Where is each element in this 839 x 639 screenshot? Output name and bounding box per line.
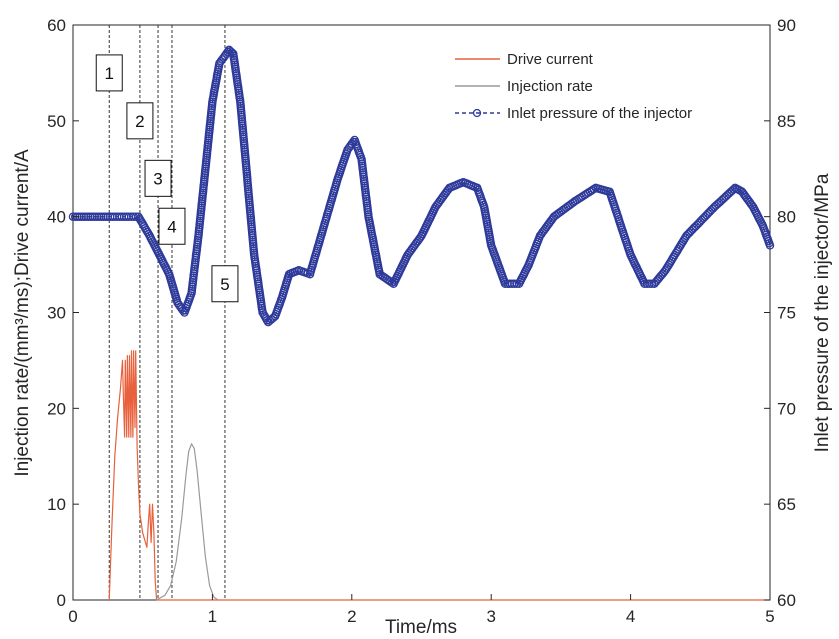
event-box bbox=[126, 102, 154, 140]
plot-background bbox=[72, 24, 771, 601]
x-tick-label: 4 bbox=[626, 607, 635, 626]
y-right-tick-label: 90 bbox=[777, 16, 796, 35]
event-box bbox=[95, 54, 123, 92]
x-axis-title: Time/ms bbox=[385, 617, 457, 638]
axes-frame bbox=[72, 24, 771, 601]
y-left-tick-label: 50 bbox=[47, 112, 66, 131]
event-box-label: 2 bbox=[135, 112, 144, 131]
legend-label-injection-rate: Injection rate bbox=[507, 78, 593, 95]
event-box bbox=[158, 207, 186, 245]
injection-rate-line bbox=[156, 443, 219, 601]
legend-label-inlet-pressure: Inlet pressure of the injector bbox=[507, 105, 692, 122]
y-left-tick-label: 20 bbox=[47, 399, 66, 418]
event-box-label: 4 bbox=[167, 217, 176, 236]
x-tick-label: 2 bbox=[347, 607, 356, 626]
y-right-tick-label: 85 bbox=[777, 112, 796, 131]
legend: Drive current Injection rate Inlet press… bbox=[455, 51, 692, 122]
y-right-tick-label: 65 bbox=[777, 495, 796, 514]
y-axis-left-title: Injection rate/(mm³/ms);Drive current/A bbox=[12, 149, 33, 477]
series-layer bbox=[68, 45, 775, 601]
y-left-tick-label: 10 bbox=[47, 495, 66, 514]
x-tick-label: 5 bbox=[765, 607, 774, 626]
legend-label-drive-current: Drive current bbox=[507, 51, 594, 68]
event-box bbox=[144, 159, 172, 197]
y-right-tick-label: 75 bbox=[777, 304, 796, 323]
x-tick-label: 1 bbox=[208, 607, 217, 626]
x-tick-label: 3 bbox=[486, 607, 495, 626]
event-box bbox=[211, 265, 239, 303]
y-axis-right-title: Inlet pressure of the injector/MPa bbox=[812, 173, 833, 452]
inlet-pressure-line bbox=[73, 48, 771, 324]
y-left-tick-label: 60 bbox=[47, 16, 66, 35]
event-box-label: 1 bbox=[105, 64, 114, 83]
y-right-tick-label: 80 bbox=[777, 208, 796, 227]
y-left-tick-label: 30 bbox=[47, 304, 66, 323]
x-tick-label: 0 bbox=[68, 607, 77, 626]
drive-current-line bbox=[108, 350, 158, 601]
inlet-pressure-marker bbox=[765, 241, 775, 250]
legend-marker-inlet-pressure bbox=[472, 108, 482, 118]
y-right-tick-label: 60 bbox=[777, 591, 796, 610]
event-box-label: 3 bbox=[153, 169, 162, 188]
event-markers: 1 2 3 4 5 bbox=[95, 54, 239, 303]
y-left-tick-label: 0 bbox=[57, 591, 66, 610]
y-left-tick-label: 40 bbox=[47, 208, 66, 227]
y-right-tick-label: 70 bbox=[777, 399, 796, 418]
event-box-label: 5 bbox=[220, 275, 229, 294]
